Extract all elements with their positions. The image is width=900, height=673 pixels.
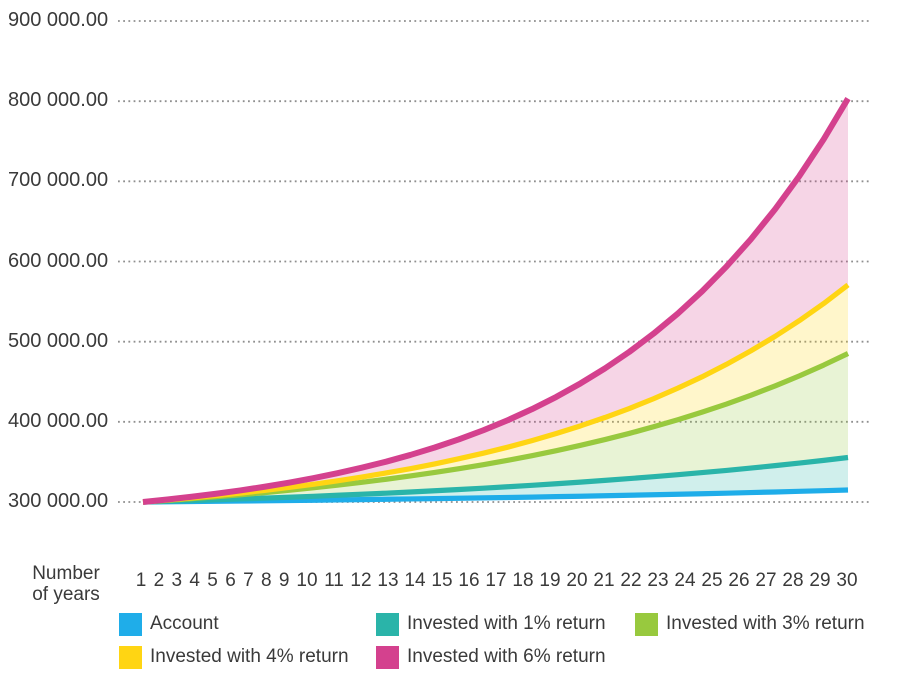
legend-swatch-icon: [119, 612, 142, 636]
x-tick-label: 29: [809, 570, 831, 591]
series-line: [142, 97, 851, 505]
x-tick-label: 6: [225, 570, 236, 591]
y-tick-label: 600 000.00: [8, 249, 109, 272]
legend-label: Account: [150, 613, 219, 634]
x-tick-label: 4: [189, 570, 200, 591]
x-tick-label: 16: [458, 570, 480, 591]
x-tick-label: 8: [261, 570, 272, 591]
series-line: [142, 282, 850, 505]
legend-label: Invested with 6% return: [407, 646, 606, 667]
x-tick-label: 17: [485, 570, 507, 591]
x-tick-label: 30: [836, 570, 858, 591]
area-band: [143, 284, 848, 502]
legend-label: Invested with 4% return: [150, 646, 349, 667]
legend-item: Invested with 6% return: [376, 645, 606, 669]
x-tick-label: 10: [296, 570, 318, 591]
x-tick-label: 18: [512, 570, 534, 591]
x-axis-title: Number of years: [24, 563, 108, 605]
x-tick-label: 19: [539, 570, 561, 591]
legend-item: Account: [119, 612, 219, 636]
x-tick-label: 23: [647, 570, 669, 591]
x-tick-label: 22: [620, 570, 642, 591]
x-tick-label: 24: [674, 570, 696, 591]
y-tick-label: 400 000.00: [8, 409, 109, 432]
y-tick-label: 900 000.00: [8, 9, 109, 31]
x-tick-label: 1: [135, 570, 147, 591]
x-tick-label: 11: [324, 570, 344, 591]
legend-swatch-icon: [376, 645, 399, 669]
legend-label: Invested with 3% return: [666, 613, 865, 634]
x-tick-label: 20: [566, 570, 588, 591]
x-tick-label: 2: [153, 570, 165, 591]
x-tick-label: 21: [593, 570, 615, 591]
legend-item: Invested with 3% return: [635, 612, 865, 636]
legend-item: Invested with 1% return: [376, 612, 606, 636]
x-axis-title-line: of years: [32, 584, 100, 605]
x-tick-label: 25: [701, 570, 723, 591]
x-tick-label: 27: [755, 570, 777, 591]
x-tick-label: 9: [278, 570, 290, 591]
x-tick-label: 3: [171, 570, 183, 591]
y-tick-label: 500 000.00: [8, 329, 109, 352]
y-tick-label: 800 000.00: [8, 89, 109, 112]
area-band: [143, 98, 848, 503]
x-tick-label: 14: [404, 570, 426, 591]
x-axis-title-line: Number: [32, 563, 100, 584]
x-tick-label: 28: [782, 570, 804, 591]
area-band: [143, 353, 848, 502]
x-tick-label: 26: [728, 570, 750, 591]
chart-plot-area: [118, 20, 872, 505]
y-tick-label: 300 000.00: [8, 490, 109, 512]
legend-label: Invested with 1% return: [407, 613, 606, 634]
x-tick-label: 5: [207, 570, 218, 591]
legend-swatch-icon: [119, 645, 142, 669]
x-tick-label: 7: [243, 570, 254, 591]
y-tick-label: 700 000.00: [8, 169, 109, 192]
area-band: [143, 457, 848, 502]
legend-swatch-icon: [635, 612, 658, 636]
x-tick-label: 13: [377, 570, 399, 591]
legend-swatch-icon: [376, 612, 399, 636]
x-tick-label: 12: [350, 570, 372, 591]
legend-item: Invested with 4% return: [119, 645, 349, 669]
x-tick-label: 15: [431, 570, 453, 591]
series-line: [142, 454, 849, 505]
